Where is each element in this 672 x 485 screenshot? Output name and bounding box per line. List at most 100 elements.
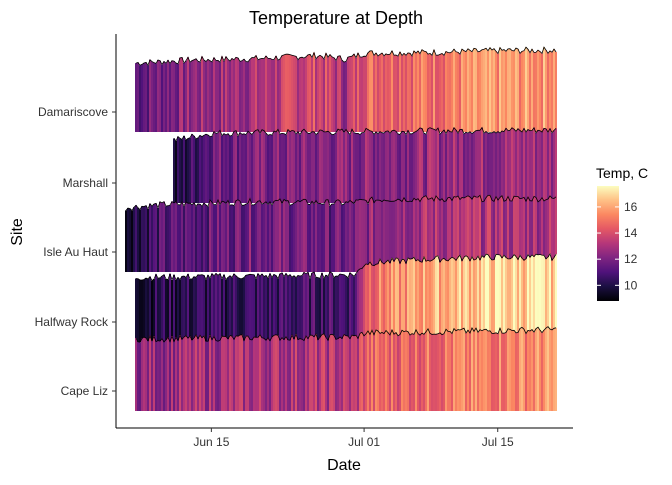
- temp-bar: [503, 333, 505, 411]
- temp-bar: [257, 59, 259, 132]
- temp-bar: [521, 258, 523, 342]
- temp-bar: [377, 200, 379, 272]
- temp-bar: [331, 273, 333, 342]
- temp-bar: [533, 52, 535, 132]
- temp-bar: [463, 198, 465, 272]
- temp-bar: [281, 203, 283, 272]
- temp-bar: [387, 54, 389, 133]
- temp-bar: [385, 330, 387, 411]
- temp-bar: [455, 260, 457, 342]
- temp-bar: [415, 52, 417, 132]
- temp-bar: [335, 339, 337, 411]
- temp-bar: [245, 61, 247, 132]
- temp-bar: [305, 131, 307, 203]
- temp-bar: [333, 277, 335, 342]
- temp-bar: [417, 198, 419, 272]
- temp-bar: [277, 278, 279, 342]
- temp-bar: [357, 270, 359, 342]
- temp-bar: [343, 334, 345, 411]
- temp-bar: [393, 334, 395, 411]
- ridges-layer: [125, 46, 557, 411]
- temp-bar: [463, 257, 465, 342]
- temp-bar: [281, 133, 283, 203]
- temp-bar: [337, 338, 339, 411]
- temp-bar: [489, 330, 491, 411]
- chart-title: Temperature at Depth: [249, 8, 423, 28]
- temp-bar: [487, 50, 489, 132]
- temp-bar: [343, 132, 345, 203]
- temp-bar: [249, 132, 251, 203]
- temp-bar: [445, 133, 447, 203]
- temp-bar: [151, 280, 153, 342]
- temp-bar: [199, 204, 201, 272]
- temp-bar: [173, 341, 175, 411]
- temp-bar: [195, 335, 197, 411]
- temp-bar: [159, 60, 161, 132]
- temp-bar: [459, 54, 461, 132]
- temp-bar: [233, 339, 235, 411]
- temp-bar: [191, 339, 193, 411]
- temp-bar: [419, 201, 421, 272]
- temp-bar: [163, 61, 165, 133]
- temp-bar: [437, 198, 439, 272]
- temp-bar: [431, 197, 433, 272]
- temp-bar: [251, 274, 253, 342]
- temp-bar: [423, 51, 425, 132]
- temp-bar: [527, 254, 529, 342]
- temp-bar: [275, 275, 277, 342]
- temp-bar: [189, 137, 191, 203]
- temp-bar: [359, 134, 361, 203]
- temp-bar: [487, 331, 489, 411]
- temp-bar: [225, 134, 227, 203]
- temp-bar: [169, 273, 171, 342]
- temp-bar: [267, 58, 269, 132]
- temp-bar: [269, 58, 271, 132]
- temp-bar: [295, 56, 297, 132]
- temp-bar: [369, 50, 371, 132]
- temp-bar: [347, 132, 349, 203]
- temp-bar: [375, 264, 377, 342]
- temp-bar: [451, 257, 453, 342]
- temp-bar: [141, 206, 143, 272]
- temp-bar: [539, 200, 541, 272]
- temp-bar: [465, 332, 467, 411]
- temp-bar: [443, 201, 445, 272]
- temp-bar: [239, 334, 241, 411]
- temp-bar: [473, 196, 475, 272]
- temp-bar: [263, 58, 265, 132]
- temp-bar: [525, 201, 527, 272]
- temp-bar: [415, 260, 417, 342]
- temp-bar: [379, 54, 381, 133]
- temp-bar: [229, 205, 231, 272]
- temp-bar: [265, 201, 267, 272]
- temp-bar: [319, 203, 321, 272]
- temp-bar: [143, 206, 145, 272]
- temp-bar: [501, 195, 503, 272]
- temp-bar: [389, 54, 391, 133]
- temp-bar: [249, 274, 251, 342]
- temp-bar: [259, 275, 261, 342]
- temp-bar: [429, 333, 431, 411]
- temp-bar: [329, 206, 331, 272]
- temp-bar: [231, 58, 233, 132]
- temp-bar: [431, 55, 433, 132]
- temp-bar: [423, 196, 425, 272]
- temp-bar: [349, 338, 351, 411]
- temp-bar: [439, 262, 441, 342]
- temp-bar: [507, 258, 509, 342]
- temp-bar: [345, 276, 347, 342]
- temp-bar: [149, 276, 151, 342]
- temp-bar: [491, 132, 493, 203]
- temp-bar: [313, 336, 315, 411]
- temp-bar: [459, 129, 461, 203]
- temp-bar: [191, 60, 193, 133]
- temp-bar: [479, 130, 481, 203]
- temp-bar: [383, 264, 385, 342]
- temp-bar: [427, 128, 429, 203]
- temp-bar: [289, 205, 291, 272]
- temp-bar: [259, 58, 261, 133]
- temp-bar: [325, 275, 327, 342]
- temp-bar: [331, 56, 333, 132]
- temp-bar: [451, 132, 453, 203]
